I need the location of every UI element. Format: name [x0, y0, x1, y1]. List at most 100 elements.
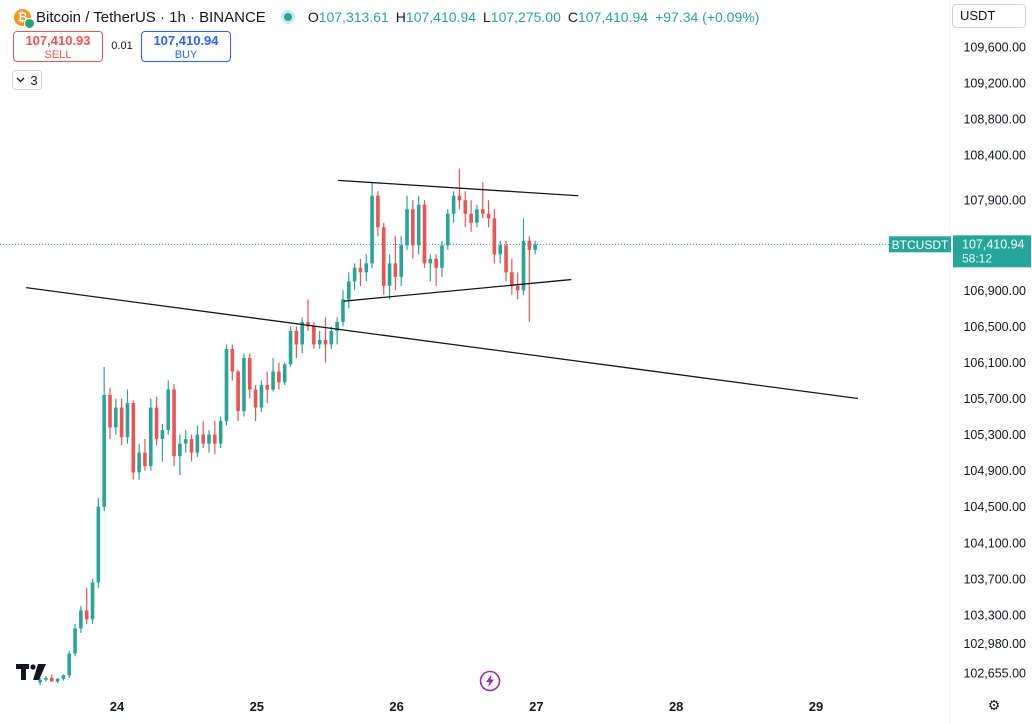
bitcoin-icon: ₿: [14, 8, 35, 29]
buy-button[interactable]: 107,410.94 BUY: [141, 31, 231, 62]
candle-body: [434, 258, 438, 268]
candle-body: [148, 407, 153, 467]
symbol-price-tag: [889, 236, 951, 253]
candle-body: [533, 244, 537, 250]
ohlc-high: H107,410.94: [396, 9, 476, 25]
candle-body: [498, 245, 503, 255]
candle-body: [44, 677, 48, 680]
candle-body: [457, 195, 462, 201]
lower-long-trendline[interactable]: [26, 287, 859, 400]
candle-body: [440, 245, 444, 268]
candle-body: [282, 364, 287, 383]
candle-body: [201, 434, 205, 444]
price-tick-label: 107,900.00: [963, 194, 1026, 208]
candle-body: [422, 204, 427, 264]
candle-body: [55, 678, 60, 682]
price-tick-label: 104,900.00: [963, 464, 1026, 478]
ohlc-high-value: 107,410.94: [405, 9, 476, 25]
candle-body: [405, 209, 409, 246]
indicators-collapse-button[interactable]: 3: [12, 70, 42, 90]
candle-body: [259, 385, 264, 408]
time-axis[interactable]: 24 25 26 27 28 29: [110, 699, 823, 714]
candle-body: [79, 610, 83, 629]
price-tick-label: 103,700.00: [963, 572, 1026, 586]
candle-body: [329, 330, 334, 345]
price-tag-countdown: 58:12: [962, 251, 992, 265]
candle-body: [341, 299, 345, 322]
time-tick-label: 28: [669, 699, 683, 714]
candle-body: [114, 407, 118, 428]
lightning-icon[interactable]: [479, 670, 501, 692]
candle-body: [166, 389, 171, 431]
symbol-price-tag-text: BTCUSDT: [892, 238, 949, 252]
candle-body: [61, 675, 66, 679]
sell-button[interactable]: 107,410.93 SELL: [13, 31, 103, 62]
price-tick-label: 102,655.00: [963, 667, 1026, 681]
candle-body: [183, 439, 188, 444]
candle-body: [67, 653, 72, 676]
candle-body: [376, 195, 380, 228]
time-tick-label: 24: [110, 699, 125, 714]
candle-body: [399, 245, 404, 277]
candle-body: [137, 452, 141, 473]
candle-body: [84, 610, 89, 620]
price-tick-label: 109,600.00: [963, 41, 1026, 55]
candle-body: [189, 439, 194, 453]
candle-body: [277, 371, 281, 383]
price-axis[interactable]: 109,600.00 109,200.00 108,800.00 108,400.00…: [963, 41, 1026, 681]
candle-body: [323, 339, 328, 345]
time-tick-label: 27: [529, 699, 543, 714]
price-tick-label: 105,700.00: [963, 392, 1026, 406]
ohlc-open-key: O: [307, 9, 319, 25]
candle-body: [312, 326, 316, 345]
ohlc-close: C107,410.94: [568, 9, 648, 25]
candle-body: [370, 195, 374, 264]
symbol-legend: ₿ Bitcoin / TetherUS · 1h · BINANCE O107…: [14, 6, 759, 29]
tradingview-logo-icon[interactable]: [16, 661, 48, 683]
market-open-icon: [283, 13, 292, 21]
candle-body: [510, 272, 514, 286]
candle-body: [125, 403, 130, 438]
ohlc-open: O107,313.61: [308, 9, 389, 25]
price-tick-label: 102,980.00: [963, 637, 1026, 651]
candle-body: [178, 443, 182, 457]
candle-body: [49, 677, 54, 682]
ohlc-low: L107,275.00: [483, 9, 561, 25]
candle-body: [143, 452, 147, 467]
wedge-lower-trendline[interactable]: [343, 278, 572, 302]
currency-selector[interactable]: USDT: [952, 4, 1026, 28]
last-price-label: BTCUSDT 107,410.94 58:12: [889, 235, 1031, 268]
candle-body: [119, 407, 124, 438]
candle-body: [346, 281, 351, 300]
wedge-upper-trendline[interactable]: [337, 179, 579, 197]
candle-body: [102, 394, 106, 507]
price-tick-label: 103,300.00: [963, 608, 1026, 622]
candle-body: [411, 209, 415, 246]
price-tag: [953, 235, 1031, 268]
ohlc-open-value: 107,313.61: [318, 9, 389, 25]
settings-gear-icon[interactable]: ⚙: [987, 697, 1001, 713]
candle-body: [224, 348, 229, 422]
buy-label: BUY: [174, 49, 198, 61]
buy-price: 107,410.94: [153, 33, 219, 48]
candle-body: [300, 321, 304, 345]
symbol-title[interactable]: Bitcoin / TetherUS · 1h · BINANCE: [36, 8, 266, 26]
time-tick-label: 29: [809, 699, 823, 714]
price-tick-label: 106,500.00: [963, 320, 1026, 334]
candle-body: [492, 218, 497, 255]
candle-body: [428, 258, 433, 264]
candle-body: [463, 200, 468, 214]
candle-body: [416, 204, 421, 246]
candle-body: [475, 209, 479, 223]
candle-body: [218, 421, 223, 444]
candle-body: [265, 385, 270, 390]
candle-body: [480, 209, 485, 214]
candle-body: [335, 321, 339, 331]
candle-body: [515, 285, 520, 291]
time-tick-label: 25: [250, 699, 264, 714]
price-tick-label: 104,500.00: [963, 500, 1026, 514]
candle-body: [242, 357, 246, 412]
price-tick-label: 105,300.00: [963, 428, 1026, 442]
candle-body: [96, 506, 101, 583]
